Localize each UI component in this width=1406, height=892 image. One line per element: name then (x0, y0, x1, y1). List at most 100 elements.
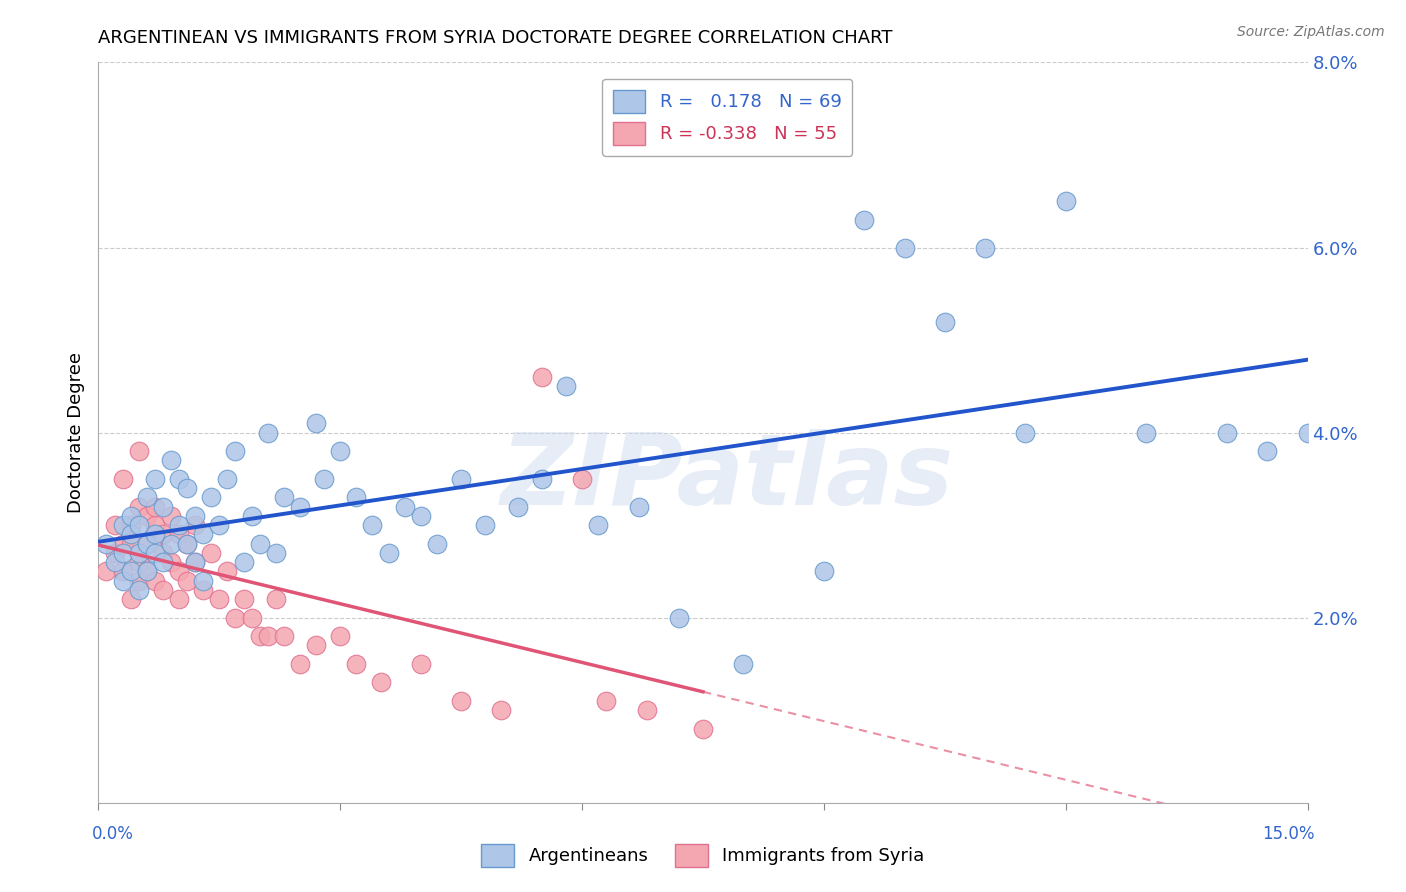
Point (636, 703, 658, 717)
Point (1014, 425, 1036, 440)
Point (450, 472, 472, 486)
Point (135, 536, 157, 550)
Point (314, 472, 336, 486)
Point (120, 508, 142, 523)
Point (152, 500, 174, 514)
Point (264, 546, 287, 560)
Point (167, 518, 190, 533)
Point (128, 555, 150, 569)
Point (288, 500, 311, 514)
Point (733, 657, 755, 671)
Point (120, 536, 142, 550)
Point (143, 472, 166, 486)
Point (273, 491, 295, 505)
Point (692, 722, 714, 736)
Point (249, 629, 271, 643)
Legend: R =   0.178   N = 69, R = -0.338   N = 55: R = 0.178 N = 69, R = -0.338 N = 55 (602, 78, 852, 156)
Point (167, 592, 190, 607)
Point (224, 444, 246, 458)
Point (893, 240, 915, 255)
Point (305, 417, 328, 431)
Point (264, 592, 287, 607)
Point (111, 546, 134, 560)
Point (305, 639, 328, 653)
Point (176, 574, 198, 588)
Point (217, 565, 239, 579)
Point (135, 536, 157, 550)
Point (176, 536, 198, 550)
Point (474, 518, 496, 533)
Point (370, 675, 392, 690)
Point (1296, 425, 1319, 440)
Point (160, 453, 183, 467)
Point (167, 527, 190, 541)
Point (256, 425, 278, 440)
Point (103, 518, 125, 533)
Point (394, 500, 416, 514)
Point (143, 500, 166, 514)
Point (96, 565, 118, 579)
Point (160, 536, 183, 550)
Point (184, 518, 207, 533)
Point (143, 527, 166, 541)
Point (288, 657, 311, 671)
Point (240, 610, 263, 624)
Point (377, 546, 399, 560)
Point (184, 555, 207, 569)
Point (143, 518, 166, 533)
Point (627, 500, 650, 514)
Point (135, 565, 157, 579)
Point (409, 657, 432, 671)
Point (128, 444, 150, 458)
Text: ZIPatlas: ZIPatlas (501, 428, 953, 525)
Point (344, 491, 367, 505)
Point (128, 500, 150, 514)
Point (249, 536, 271, 550)
Point (193, 582, 215, 597)
Point (409, 508, 432, 523)
Y-axis label: Doctorate Degree: Doctorate Degree (66, 352, 84, 513)
Point (193, 527, 215, 541)
Text: Source: ZipAtlas.com: Source: ZipAtlas.com (1237, 25, 1385, 39)
Point (120, 518, 142, 533)
Point (152, 555, 174, 569)
Point (152, 582, 174, 597)
Point (143, 574, 166, 588)
Point (224, 610, 246, 624)
Point (934, 314, 956, 328)
Point (530, 472, 553, 486)
Point (128, 546, 150, 560)
Point (167, 565, 190, 579)
Point (329, 444, 352, 458)
Point (426, 536, 449, 550)
Point (1216, 425, 1239, 440)
Point (571, 472, 593, 486)
Point (240, 508, 263, 523)
Point (120, 527, 142, 541)
Point (111, 518, 134, 533)
Point (111, 565, 134, 579)
Point (1256, 444, 1278, 458)
Point (208, 518, 231, 533)
Point (232, 555, 254, 569)
Point (128, 574, 150, 588)
Point (530, 370, 553, 384)
Point (506, 500, 529, 514)
Text: 15.0%: 15.0% (1263, 825, 1315, 843)
Point (120, 565, 142, 579)
Point (103, 555, 125, 569)
Point (120, 592, 142, 607)
Point (152, 527, 174, 541)
Point (160, 555, 183, 569)
Point (329, 629, 352, 643)
Point (256, 629, 278, 643)
Point (128, 582, 150, 597)
Text: ARGENTINEAN VS IMMIGRANTS FROM SYRIA DOCTORATE DEGREE CORRELATION CHART: ARGENTINEAN VS IMMIGRANTS FROM SYRIA DOC… (98, 29, 893, 47)
Point (152, 546, 174, 560)
Point (595, 694, 617, 708)
Point (555, 379, 578, 393)
Text: 0.0%: 0.0% (91, 825, 134, 843)
Point (176, 536, 198, 550)
Point (668, 610, 690, 624)
Point (200, 546, 222, 560)
